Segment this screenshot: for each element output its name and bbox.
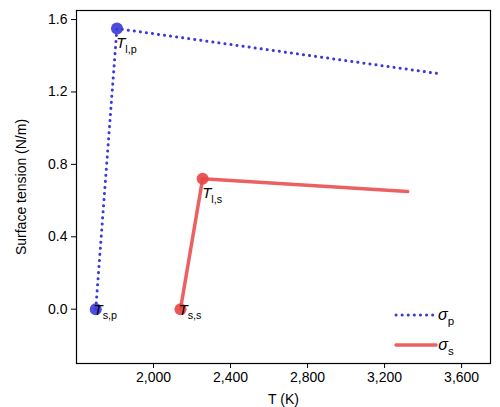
- svg-text:σs: σs: [438, 336, 454, 357]
- svg-text:3,600: 3,600: [444, 369, 479, 385]
- svg-text:3,200: 3,200: [367, 369, 402, 385]
- svg-text:Surface tension (N/m): Surface tension (N/m): [13, 119, 29, 255]
- svg-text:0.8: 0.8: [48, 156, 68, 172]
- svg-text:0.0: 0.0: [48, 301, 68, 317]
- svg-text:T (K): T (K): [268, 391, 299, 407]
- svg-text:Ts,p: Ts,p: [93, 301, 117, 322]
- svg-text:2,000: 2,000: [136, 369, 171, 385]
- svg-text:Tl,p: Tl,p: [116, 34, 137, 55]
- svg-text:Tl,s: Tl,s: [202, 184, 223, 205]
- svg-text:2,400: 2,400: [213, 369, 248, 385]
- svg-text:1.6: 1.6: [48, 11, 68, 27]
- svg-text:1.2: 1.2: [48, 83, 68, 99]
- svg-text:2,800: 2,800: [290, 369, 325, 385]
- svg-text:0.4: 0.4: [48, 228, 68, 244]
- svg-text:Ts,s: Ts,s: [178, 301, 202, 322]
- svg-text:σp: σp: [438, 306, 454, 327]
